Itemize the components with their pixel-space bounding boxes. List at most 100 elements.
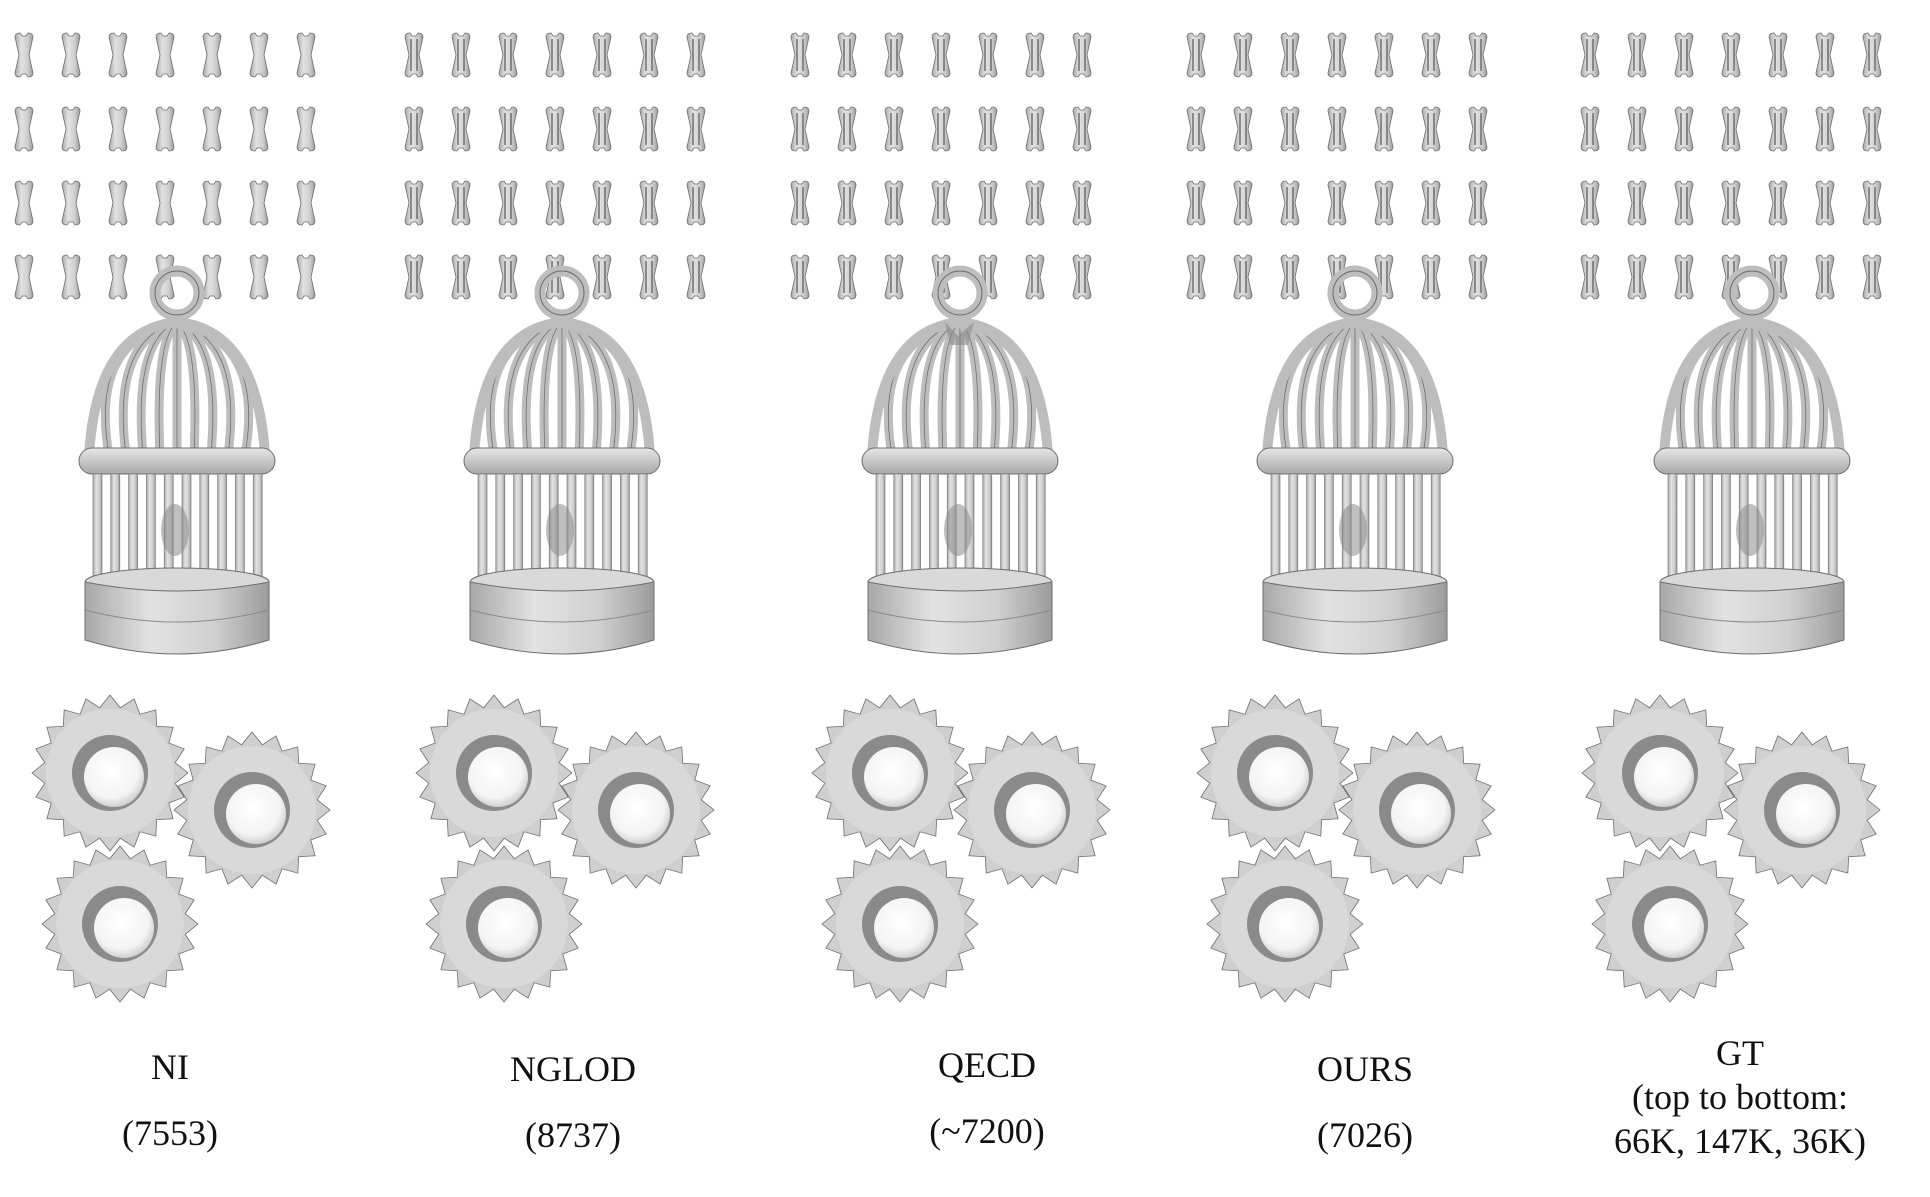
bone-shape — [404, 32, 424, 78]
bone-shape — [837, 106, 857, 152]
bone-shape — [404, 106, 424, 152]
bone-shape — [837, 254, 857, 300]
bone-shape — [639, 180, 659, 226]
bone-shape — [639, 106, 659, 152]
bone-shape — [1233, 106, 1253, 152]
bone-shape — [249, 106, 269, 152]
gear-shape — [415, 694, 573, 852]
method-name: OURS — [1316, 1049, 1414, 1089]
gear-shape — [557, 731, 715, 889]
bone-shape — [108, 180, 128, 226]
bone-shape — [296, 254, 316, 300]
bone-shape — [1815, 254, 1835, 300]
bone-shape — [1186, 254, 1206, 300]
bone-shape — [61, 32, 81, 78]
bone-shape — [639, 254, 659, 300]
gear-shape — [1723, 731, 1881, 889]
bone-shape — [1815, 180, 1835, 226]
gears-row — [31, 694, 1881, 1003]
bone-shape — [1674, 254, 1694, 300]
bone-shape — [1374, 106, 1394, 152]
bone-shape — [837, 180, 857, 226]
bone-shape — [1815, 32, 1835, 78]
bone-shape — [790, 254, 810, 300]
bone-shape — [592, 32, 612, 78]
label-ni: NI (7553) — [70, 1045, 270, 1155]
method-name: QECD — [938, 1045, 1036, 1085]
bone-shape — [1721, 32, 1741, 78]
label-qecd: QECD (~7200) — [887, 1043, 1087, 1153]
bone-shape — [404, 254, 424, 300]
bone-shape — [202, 180, 222, 226]
gt-note-line-1: (top to bottom: — [1632, 1077, 1848, 1117]
bone-shape — [686, 32, 706, 78]
bone-shape — [686, 254, 706, 300]
bone-shape — [1768, 32, 1788, 78]
bone-shape — [1468, 106, 1488, 152]
birdcage-ni — [78, 265, 276, 655]
bone-shape — [1186, 32, 1206, 78]
gt-note-line-2: 66K, 147K, 36K) — [1614, 1121, 1866, 1161]
gear-shape — [1591, 845, 1749, 1003]
bone-shape — [61, 254, 81, 300]
vertex-count: (8737) — [525, 1115, 621, 1155]
bone-shape — [1072, 254, 1092, 300]
birdcage-row — [78, 265, 1851, 655]
bone-shape — [61, 180, 81, 226]
bone-shape — [1468, 180, 1488, 226]
bone-shape — [498, 254, 518, 300]
gears-ni — [31, 694, 331, 1003]
bone-shape — [1627, 106, 1647, 152]
birdcage-gt — [1653, 265, 1851, 655]
bone-shape — [296, 180, 316, 226]
bone-shape — [931, 106, 951, 152]
gear-shape — [173, 731, 331, 889]
bone-shape — [1280, 180, 1300, 226]
bone-shape — [978, 106, 998, 152]
bone-shape — [1327, 106, 1347, 152]
bone-shape — [545, 32, 565, 78]
gear-shape — [1196, 694, 1354, 852]
bone-shape — [1280, 32, 1300, 78]
bone-shape — [14, 180, 34, 226]
gears-qecd — [811, 694, 1111, 1003]
bone-shape — [1233, 180, 1253, 226]
bone-shape — [498, 32, 518, 78]
bone-shape — [108, 106, 128, 152]
label-gt: GT (top to bottom: 66K, 147K, 36K) — [1570, 1031, 1910, 1163]
bone-shape — [545, 106, 565, 152]
bone-shape — [1421, 254, 1441, 300]
bone-shape — [1768, 106, 1788, 152]
bone-shape — [155, 32, 175, 78]
bone-shape — [451, 180, 471, 226]
bone-shape — [296, 32, 316, 78]
bone-grid-ours — [1186, 32, 1488, 300]
bone-shape — [404, 180, 424, 226]
bone-shape — [451, 254, 471, 300]
bone-shape — [592, 254, 612, 300]
bone-shape — [1327, 32, 1347, 78]
bone-grid-gt — [1580, 32, 1882, 300]
method-name: NGLOD — [510, 1049, 636, 1089]
bone-shape — [14, 32, 34, 78]
bone-shape — [61, 106, 81, 152]
bone-shape — [790, 32, 810, 78]
bone-shape — [1072, 32, 1092, 78]
bone-shape — [639, 32, 659, 78]
bone-shape — [1627, 180, 1647, 226]
bone-shape — [1580, 106, 1600, 152]
bone-shape — [155, 180, 175, 226]
bone-shape — [249, 180, 269, 226]
bone-shape — [545, 180, 565, 226]
bone-shape — [1627, 32, 1647, 78]
gears-ours — [1196, 694, 1496, 1003]
bone-grid-qecd — [790, 32, 1092, 300]
bone-shape — [108, 32, 128, 78]
method-name: NI — [151, 1047, 189, 1087]
bone-shape — [1580, 180, 1600, 226]
gear-shape — [41, 845, 199, 1003]
method-name: GT — [1716, 1033, 1764, 1073]
birdcage-ours — [1256, 265, 1454, 655]
bone-shape — [1721, 106, 1741, 152]
